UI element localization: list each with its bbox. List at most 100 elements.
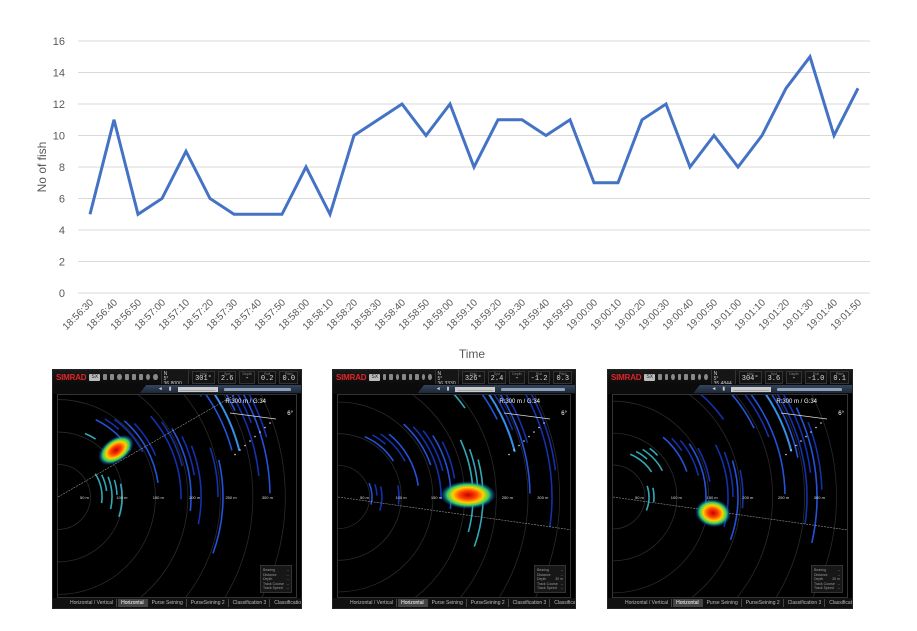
- sonar-tab[interactable]: Classification 3: [785, 599, 826, 607]
- info-label: Depth: [537, 577, 547, 581]
- record-icon[interactable]: [117, 374, 122, 380]
- metric-pitch: Pitch 0.1: [830, 370, 849, 384]
- sonar-tab[interactable]: Purse Seining: [429, 599, 467, 607]
- sonar-tab[interactable]: Classification 5: [551, 599, 575, 607]
- metric-value: 326°: [464, 374, 482, 383]
- status-field: —————————: [177, 386, 218, 392]
- sonar-tab[interactable]: PurseSeining 2: [468, 599, 509, 607]
- bar-chart-icon[interactable]: [139, 374, 144, 380]
- zoom-icon[interactable]: [704, 374, 708, 380]
- camera-icon[interactable]: [389, 374, 393, 380]
- range-label: 100 m: [395, 495, 407, 500]
- metric-value: 0.2: [260, 374, 274, 383]
- mode-chip[interactable]: SX: [644, 373, 656, 381]
- record-icon[interactable]: [671, 374, 675, 380]
- camera-icon[interactable]: [110, 374, 115, 380]
- metric-value: -: [514, 374, 520, 383]
- pencil-icon[interactable]: [124, 374, 129, 380]
- mode-chip[interactable]: SX: [369, 373, 381, 381]
- metric-label: Roll: [264, 371, 271, 376]
- metric-label: Depth: [789, 371, 799, 376]
- info-label: Depth: [263, 577, 273, 581]
- latitude: 62° 31.5760 N: [713, 369, 732, 377]
- arrow-left-icon[interactable]: ◄: [435, 386, 441, 392]
- sonar-tab[interactable]: Horizontal / Vertical: [622, 599, 673, 607]
- range-gain-label: R:300 m / G:34: [225, 399, 266, 405]
- metric-label: Depth: [242, 371, 252, 376]
- sonar-tab[interactable]: Horizontal: [673, 599, 703, 607]
- gain-slider[interactable]: [501, 387, 565, 391]
- sonar-tab[interactable]: Horizontal / Vertical: [67, 599, 118, 607]
- sonar-tab[interactable]: PurseSeining 2: [188, 599, 229, 607]
- anchor-icon[interactable]: [684, 374, 688, 380]
- sonar-tab[interactable]: Horizontal: [118, 599, 148, 607]
- pencil-icon[interactable]: [677, 374, 682, 380]
- arrow-left-icon[interactable]: ◄: [157, 386, 163, 392]
- metric-spd: Spd 2.6: [217, 370, 237, 384]
- metric-value: -1.0: [807, 374, 825, 383]
- info-label: Bearing: [263, 568, 276, 572]
- chevron-down-icon[interactable]: [658, 374, 662, 380]
- camera-icon[interactable]: [664, 374, 669, 380]
- metric-label: Pitch: [835, 371, 844, 376]
- gain-slider[interactable]: [777, 387, 842, 391]
- info-label: Bearing: [537, 568, 550, 572]
- simrad-logo: SIMRAD: [611, 372, 642, 382]
- bar-chart-icon[interactable]: [415, 374, 419, 380]
- sonar-tab[interactable]: Purse Seining: [704, 599, 742, 607]
- record-icon[interactable]: [395, 374, 400, 380]
- zoom-icon[interactable]: [428, 374, 432, 380]
- marker-icon[interactable]: ▮: [446, 386, 450, 392]
- compass-icon[interactable]: [421, 374, 426, 380]
- chevron-down-icon[interactable]: [103, 374, 108, 380]
- range-label: 100 m: [116, 495, 128, 500]
- sonar-tab[interactable]: Classification 3: [510, 599, 551, 607]
- arrow-left-icon[interactable]: ◄: [711, 386, 717, 392]
- chevron-down-icon[interactable]: [383, 374, 387, 380]
- info-row: Track Course --: [263, 582, 289, 587]
- sonar-tab[interactable]: Classification 3: [230, 599, 271, 607]
- sonar-tab[interactable]: PurseSeining 2: [743, 599, 784, 607]
- metric-label: Roll: [812, 371, 819, 376]
- anchor-icon[interactable]: [131, 374, 137, 380]
- bar-chart-icon[interactable]: [690, 374, 695, 380]
- gain-slider[interactable]: [223, 387, 291, 391]
- compass-icon[interactable]: [697, 374, 702, 380]
- marker-icon[interactable]: ▮: [168, 386, 172, 392]
- info-row: Depth 30 m: [814, 577, 840, 582]
- anchor-icon[interactable]: [408, 374, 413, 380]
- zoom-icon[interactable]: [153, 374, 158, 380]
- mode-chip[interactable]: SX: [89, 373, 101, 381]
- compass-icon[interactable]: [146, 374, 151, 380]
- sonar-tab[interactable]: Classification 5: [826, 599, 852, 607]
- metric-depth: Depth -: [239, 370, 255, 384]
- metric-value: 304°: [741, 374, 759, 383]
- sonar-echo-canvas: 50 m 100 m 150 m 200 m 250 m 300 m: [58, 395, 286, 597]
- pencil-icon[interactable]: [402, 374, 406, 380]
- metric-label: Roll: [536, 371, 543, 376]
- metric-label: Hdg: [746, 371, 754, 376]
- target-info-box: Bearing -- Distance -- Depth 30 m Track Course…: [811, 565, 843, 593]
- info-value: --: [286, 577, 289, 581]
- sonar-panel-2: SIMRAD SX 62° 31.6520 N 5° 36.3330 E Hdg…: [332, 369, 576, 609]
- sonar-tab[interactable]: Classification 5: [271, 599, 301, 607]
- simrad-logo: SIMRAD: [336, 372, 367, 382]
- info-value: --: [286, 572, 289, 577]
- metric-label: Spd: [770, 371, 778, 376]
- info-value: --: [286, 581, 289, 586]
- range-label: 300 m: [537, 495, 549, 500]
- metric-roll: Roll 0.2: [257, 370, 277, 384]
- y-tick-label: 10: [53, 131, 65, 143]
- sonar-tab[interactable]: Horizontal / Vertical: [347, 599, 398, 607]
- latitude: 62° 31.6440 N: [163, 369, 182, 377]
- info-row: Distance --: [263, 573, 289, 578]
- sonar-tab[interactable]: Horizontal: [398, 599, 428, 607]
- sonar-tab[interactable]: Purse Seining: [149, 599, 187, 607]
- range-label: 50 m: [360, 495, 370, 500]
- marker-icon[interactable]: ▮: [722, 386, 726, 392]
- info-value: --: [286, 586, 289, 590]
- range-label: 250 m: [778, 495, 790, 500]
